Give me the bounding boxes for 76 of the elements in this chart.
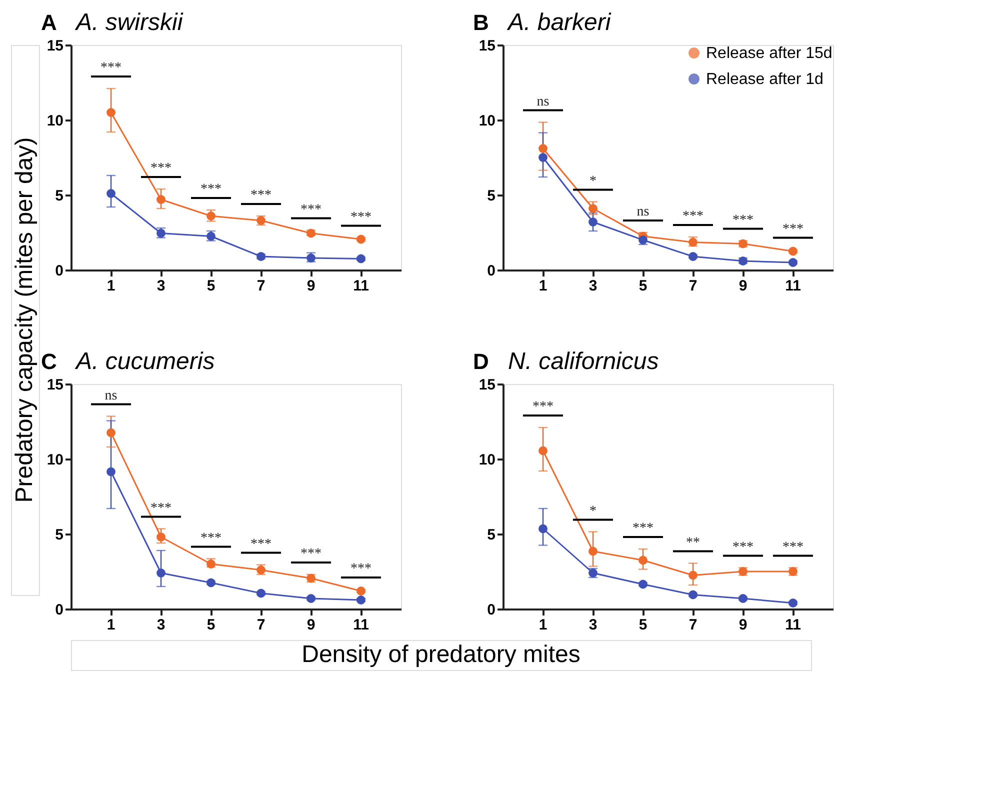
y-tick-label: 5: [55, 526, 64, 544]
y-tick-label: 5: [55, 188, 64, 204]
annotation: ***: [732, 212, 754, 228]
x-tick-label: 5: [638, 616, 648, 634]
y-tick-label: 15: [46, 38, 64, 54]
annotation: ***: [632, 521, 654, 536]
x-tick-label: 5: [206, 616, 216, 634]
annotation: ns: [536, 94, 550, 110]
y-axis-title: Predatory capacity (mites per day): [11, 137, 38, 503]
annotation: ***: [100, 60, 122, 76]
x-tick-label: 3: [156, 278, 166, 294]
x-tick-label: 1: [538, 616, 548, 634]
chart-title: A. cucumeris: [74, 348, 215, 375]
x-tick-label: 11: [353, 278, 369, 294]
annotation: ns: [636, 204, 650, 220]
y-tick-label: 0: [487, 262, 496, 280]
y-tick-label: 10: [478, 112, 496, 130]
y-tick-label: 5: [487, 526, 496, 544]
x-tick-label: 1: [538, 278, 548, 294]
x-tick-label: 1: [106, 616, 116, 634]
x-tick-label: 5: [638, 278, 648, 294]
y-tick-label: 5: [487, 188, 496, 204]
annotation: ***: [682, 209, 704, 224]
y-tick-label: 15: [478, 376, 496, 394]
annotation: ***: [250, 188, 272, 203]
y-tick-label: 0: [55, 602, 64, 618]
text: C: [41, 349, 57, 374]
x-tick-label: 9: [738, 278, 748, 294]
annotation: ***: [150, 500, 172, 516]
legend-label: Release after 15d: [706, 45, 832, 62]
x-tick-label: 9: [306, 616, 316, 634]
x-tick-label: 7: [256, 616, 266, 634]
x-axis-title: Density of predatory mites: [302, 641, 580, 668]
annotation: ***: [782, 222, 804, 237]
x-tick-label: 11: [785, 278, 801, 294]
x-tick-label: 7: [256, 278, 266, 294]
annotation: ***: [350, 210, 372, 225]
annotation: ***: [532, 400, 554, 414]
annotation: ***: [250, 536, 272, 552]
annotation: **: [686, 535, 700, 550]
x-tick-label: 11: [353, 616, 369, 634]
x-tick-label: 9: [306, 278, 316, 294]
y-tick-label: 0: [55, 262, 64, 280]
text: D: [473, 349, 489, 374]
legend-label: Release after 1d: [706, 71, 824, 88]
annotation: *: [590, 504, 596, 519]
x-tick-label: 3: [156, 616, 166, 634]
annotation: ***: [200, 182, 222, 197]
annotation: ***: [350, 562, 372, 576]
y-tick-label: 15: [478, 38, 496, 54]
x-tick-label: 7: [688, 278, 698, 294]
annotation: ***: [200, 530, 222, 546]
y-tick-label: 15: [46, 376, 64, 394]
y-tick-label: 10: [46, 112, 64, 130]
chart-title: A. swirskii: [74, 9, 184, 36]
x-tick-label: 9: [738, 616, 748, 634]
annotation: ns: [104, 388, 118, 404]
x-tick-label: 1: [106, 278, 116, 294]
x-tick-label: 5: [206, 278, 216, 294]
annotation: ***: [732, 540, 754, 555]
annotation: ***: [782, 540, 804, 555]
text: B: [473, 10, 489, 35]
annotation: ***: [300, 546, 322, 562]
x-tick-label: 3: [588, 278, 598, 294]
chart-title: N. californicus: [508, 348, 659, 375]
annotation: ***: [150, 161, 172, 176]
x-tick-label: 3: [588, 616, 598, 634]
annotation: *: [590, 174, 596, 189]
annotation: ***: [300, 202, 322, 218]
y-tick-label: 0: [487, 602, 496, 618]
chart-title: A. barkeri: [506, 9, 612, 36]
x-tick-label: 7: [688, 616, 698, 634]
x-tick-label: 11: [785, 616, 801, 634]
text: A: [41, 10, 57, 35]
y-tick-label: 10: [46, 452, 64, 468]
y-tick-label: 10: [478, 452, 496, 468]
